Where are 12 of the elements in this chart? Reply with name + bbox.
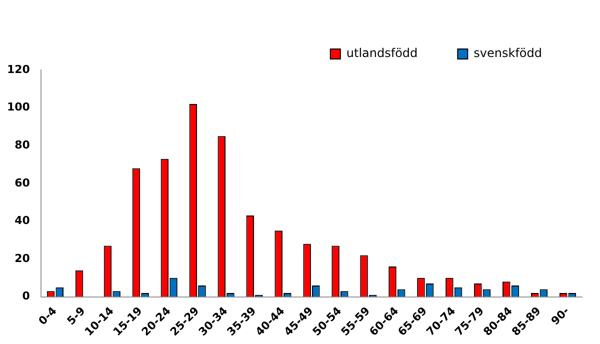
legend-label: utlandsfödd [346,46,418,60]
x-tick-label: 90- [548,304,572,328]
y-tick-label: 0 [22,290,30,303]
legend-label: svenskfödd [474,46,542,60]
y-tick-label: 40 [14,214,30,228]
y-tick-label: 80 [14,138,30,152]
y-tick-label: 100 [6,100,30,114]
x-tick-label: 0-4 [36,304,60,328]
x-tick-label: 5-9 [64,304,88,328]
y-tick-label: 20 [14,252,30,265]
y-tick-label: 60 [14,176,30,190]
y-tick-label: 120 [6,62,30,76]
